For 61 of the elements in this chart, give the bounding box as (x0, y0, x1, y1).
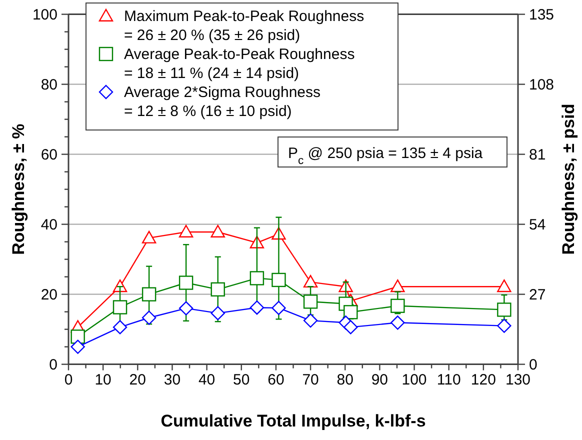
point (303, 313, 318, 328)
point (390, 298, 405, 313)
x-tick-label: 100 (402, 371, 427, 388)
y2-tick-label: 27 (529, 286, 546, 304)
point (303, 294, 318, 309)
x-tick-label: 0 (64, 371, 73, 388)
x-tick-label: 60 (268, 371, 284, 388)
y-tick-label: 40 (40, 216, 58, 234)
y2-tick-label: 0 (529, 356, 538, 374)
y2-axis-title: Roughness, ± psid (559, 104, 578, 255)
x-tick-label: 80 (336, 371, 354, 388)
point (210, 224, 225, 238)
x-axis-title: Cumulative Total Impulse, k-lbf-s (160, 411, 426, 430)
y2-tick-label: 108 (529, 76, 554, 94)
point (112, 300, 128, 314)
legend-label: Average Peak-to-Peak Roughness = 18 ± 11 % (24 ± 14 psid) (124, 46, 355, 82)
y-tick-label: 0 (49, 356, 58, 374)
y2-tick-label: 54 (529, 216, 546, 234)
legend-label: Maximum Peak-to-Peak Roughness = 26 ± 20 % (35 ± 26 psid) (124, 8, 364, 44)
x-tick-label: 10 (94, 371, 112, 388)
x-tick-label: 30 (164, 371, 181, 388)
x-tick-label: 120 (470, 371, 496, 388)
point (272, 300, 286, 316)
y-tick-label: 80 (40, 76, 58, 94)
point (390, 316, 405, 330)
x-tick-label: 20 (129, 371, 146, 388)
point (178, 224, 194, 238)
x-tick-label: 110 (436, 371, 461, 388)
point (272, 272, 286, 288)
point (344, 305, 358, 320)
point (70, 330, 85, 344)
point (497, 280, 512, 292)
y2-tick-label: 81 (529, 146, 546, 164)
point (390, 280, 405, 292)
annotation: P$_{c}$ @ 250 psia = 135 ± 4 psia (288, 145, 484, 167)
point (70, 340, 85, 354)
point (497, 302, 512, 317)
point (178, 276, 194, 290)
point (250, 271, 264, 286)
point (142, 310, 156, 325)
x-tick-label: 40 (198, 371, 216, 388)
y-tick-label: 20 (40, 286, 58, 304)
y-tick-label: 60 (40, 146, 58, 164)
point (303, 274, 318, 288)
x-tick-label: 130 (505, 371, 531, 388)
point (210, 282, 225, 296)
legend-label: Average 2*Sigma Roughness = 12 ± 8 % (16 ± 10 psid) (124, 84, 321, 120)
point (142, 287, 156, 302)
point (250, 300, 264, 315)
x-tick-label: 90 (371, 371, 388, 388)
point (112, 320, 128, 334)
x-tick-label: 70 (302, 371, 319, 388)
point (497, 318, 512, 333)
y-tick-label: 100 (32, 6, 58, 24)
x-tick-label: 50 (233, 371, 250, 388)
point (344, 320, 358, 334)
point (210, 306, 225, 320)
y2-tick-label: 135 (529, 6, 554, 24)
y-axis-title: Roughness, ± % (9, 124, 28, 255)
point (142, 230, 156, 244)
point (178, 301, 194, 316)
